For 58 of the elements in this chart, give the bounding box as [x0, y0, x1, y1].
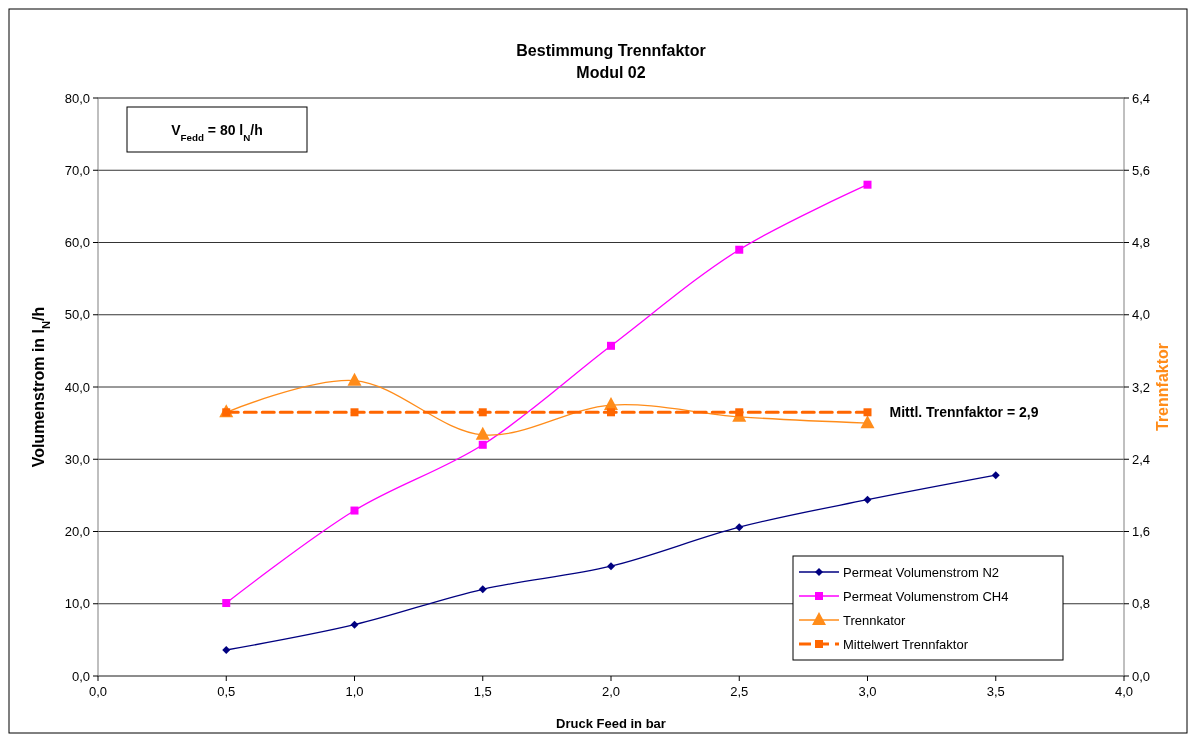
point [735, 523, 744, 532]
point [863, 408, 872, 417]
y-tick-label: 60,0 [64, 235, 90, 250]
point [475, 426, 490, 440]
x-tick-label: 3,0 [858, 684, 877, 699]
y-tick-label: 40,0 [64, 379, 90, 395]
legend-label: Mittelwert Trennfaktor [843, 637, 969, 652]
y2-axis-title: Trennfaktor [1154, 342, 1171, 432]
x-axis-title: Druck Feed in bar [556, 716, 666, 731]
y-tick-label: 0,0 [71, 668, 90, 684]
y2-tick-label: 1,6 [1132, 524, 1151, 539]
point [350, 620, 359, 629]
point [222, 645, 231, 654]
x-tick-label: 4,0 [1114, 684, 1134, 699]
y2-tick-label: 2,4 [1132, 451, 1151, 467]
point [222, 599, 231, 608]
y2-tick-label: 5,6 [1132, 162, 1151, 178]
y2-tick-label: 0,0 [1132, 668, 1151, 684]
point [735, 245, 744, 254]
y-tick-label: 80,0 [64, 90, 90, 106]
x-tick-label: 0,0 [88, 684, 108, 699]
legend-label: Permeat Volumenstrom N2 [843, 565, 1000, 580]
annotation: V$_{Fedd}$ = 80 l$_{N}$/h [171, 122, 263, 143]
y2-tick-label: 6,4 [1132, 90, 1151, 106]
y2-tick-label: 0,8 [1132, 596, 1151, 612]
x-tick-label: 2,0 [601, 684, 621, 699]
chart-title: Bestimmung Trennfaktor [516, 42, 706, 59]
y2-tick-label: 3,2 [1132, 379, 1151, 395]
y-tick-label: 30,0 [64, 451, 90, 467]
point [735, 408, 744, 417]
point [863, 495, 872, 504]
legend-label: Permeat Volumenstrom CH4 [843, 589, 1009, 604]
point [607, 562, 615, 571]
x-tick-label: 2,5 [730, 684, 749, 699]
y-tick-label: 70,0 [64, 162, 90, 178]
x-tick-label: 3,5 [986, 684, 1005, 699]
x-tick-label: 1,5 [473, 684, 492, 699]
point [863, 180, 872, 189]
point [607, 408, 615, 417]
chart-subtitle: Modul 02 [576, 64, 646, 81]
point [991, 471, 1000, 480]
point [860, 415, 875, 429]
y2-tick-label: 4,0 [1132, 307, 1151, 323]
x-tick-label: 0,5 [217, 684, 236, 699]
legend-label: Trennkator [843, 613, 907, 628]
point [347, 372, 362, 386]
y-tick-label: 50,0 [64, 307, 90, 323]
point [478, 440, 487, 449]
y-tick-label: 20,0 [64, 524, 90, 539]
y-tick-label: 10,0 [64, 596, 90, 612]
annotation: Mittl. Trennfaktor = 2,9 [889, 404, 1039, 421]
x-tick-label: 1,0 [345, 684, 364, 699]
y2-tick-label: 4,8 [1132, 235, 1151, 250]
point [350, 506, 359, 515]
point [478, 585, 487, 594]
point [607, 341, 615, 350]
point [478, 408, 487, 417]
point [350, 408, 359, 417]
